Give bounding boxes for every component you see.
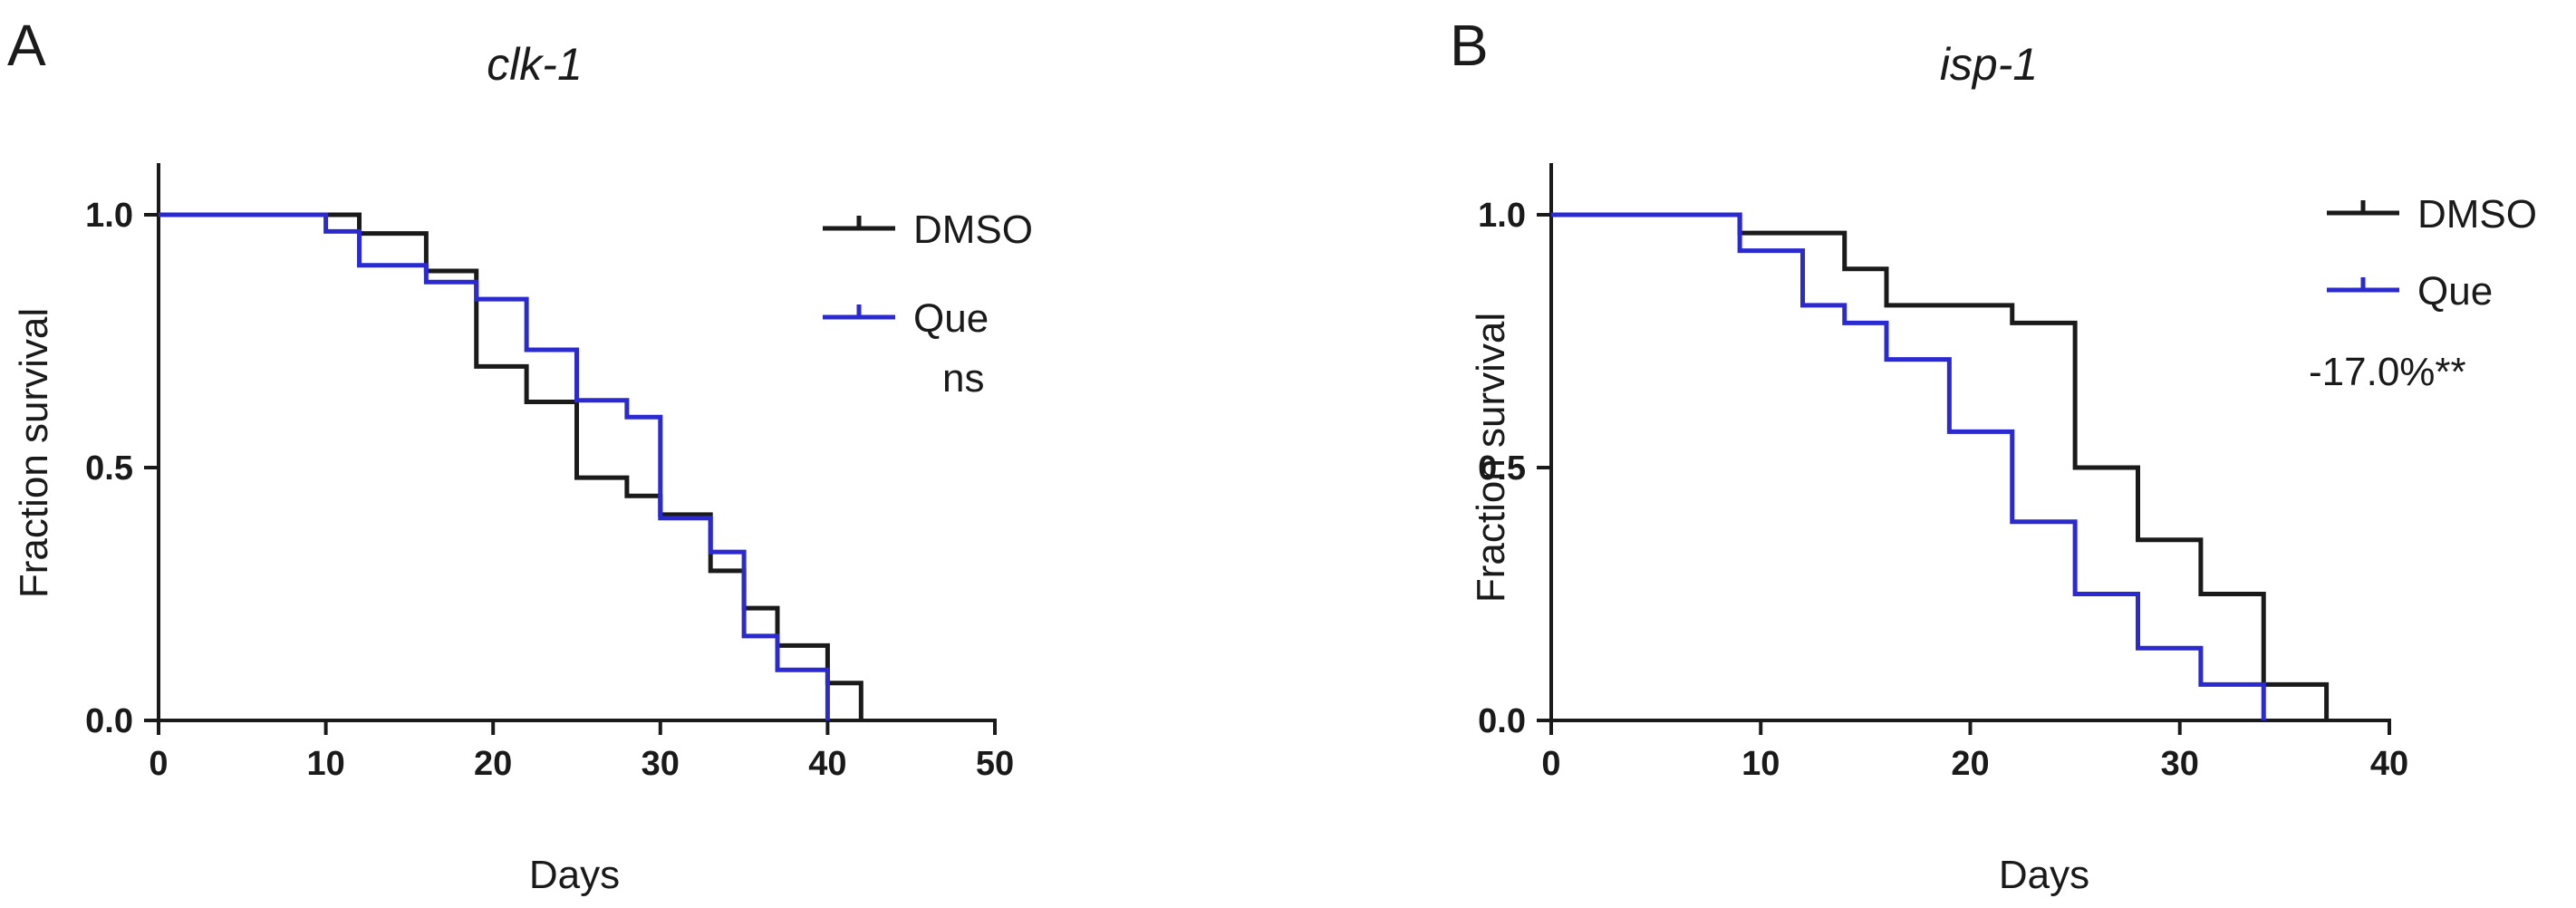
x-tick-label-a: 20 bbox=[474, 745, 512, 783]
legend-label-que-a: Que bbox=[913, 296, 989, 341]
panel-letter-b: B bbox=[1450, 13, 1489, 78]
x-tick-label-a: 10 bbox=[306, 745, 344, 783]
x-axis-label-b: Days bbox=[1999, 853, 2089, 897]
x-tick-label-b: 40 bbox=[2370, 745, 2408, 783]
legend-label-que-b: Que bbox=[2417, 269, 2493, 314]
panel-b: B isp-1 Fraction survival Days -17.0%** … bbox=[1450, 13, 2537, 897]
chart-title-a: clk-1 bbox=[487, 39, 583, 90]
y-tick-label-a: 1.0 bbox=[85, 197, 133, 235]
significance-annotation-a: ns bbox=[942, 356, 984, 401]
y-tick-label-a: 0.0 bbox=[85, 702, 133, 740]
x-tick-label-a: 40 bbox=[808, 745, 846, 783]
panel-a: A clk-1 Fraction survival Days ns 0 10 20 3… bbox=[7, 13, 1033, 897]
survival-curve-que-b bbox=[1551, 212, 2266, 720]
legend-label-dmso-b: DMSO bbox=[2417, 192, 2537, 237]
legend-label-dmso-a: DMSO bbox=[913, 208, 1033, 252]
y-tick-label-b: 0.0 bbox=[1478, 702, 1526, 740]
survival-curve-dmso-a bbox=[159, 212, 863, 720]
panel-letter-a: A bbox=[7, 13, 46, 78]
legend-b: DMSO Que bbox=[2327, 192, 2537, 314]
x-tick-label-b: 20 bbox=[1951, 745, 1989, 783]
significance-annotation-b: -17.0%** bbox=[2309, 350, 2466, 394]
y-axis-label-a: Fraction survival bbox=[12, 308, 56, 598]
y-tick-label-b: 0.5 bbox=[1478, 449, 1526, 488]
curves-a bbox=[159, 212, 863, 720]
survival-curve-que-a bbox=[159, 212, 830, 720]
chart-title-b: isp-1 bbox=[1940, 39, 2038, 90]
y-tick-label-a: 0.5 bbox=[85, 449, 133, 488]
x-tick-label-b: 30 bbox=[2161, 745, 2199, 783]
x-tick-label-a: 50 bbox=[976, 745, 1014, 783]
axes-b: 0 10 20 30 40 0.0 0.5 1.0 bbox=[1478, 163, 2408, 783]
y-tick-label-b: 1.0 bbox=[1478, 197, 1526, 235]
legend-a: DMSO Que bbox=[823, 208, 1033, 341]
x-tick-label-b: 0 bbox=[1541, 745, 1560, 783]
y-axis-label-b: Fraction survival bbox=[1469, 313, 1513, 603]
curves-b bbox=[1551, 212, 2330, 720]
x-tick-label-a: 30 bbox=[642, 745, 680, 783]
x-axis-label-a: Days bbox=[529, 853, 620, 897]
x-tick-label-b: 10 bbox=[1741, 745, 1780, 783]
x-tick-label-a: 0 bbox=[149, 745, 168, 783]
axes-a: 0 10 20 30 40 50 0.0 0.5 1.0 bbox=[85, 163, 1014, 783]
survival-curve-dmso-b bbox=[1551, 212, 2330, 720]
